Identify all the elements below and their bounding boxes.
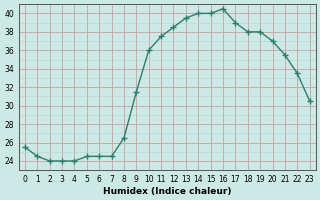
X-axis label: Humidex (Indice chaleur): Humidex (Indice chaleur) bbox=[103, 187, 232, 196]
